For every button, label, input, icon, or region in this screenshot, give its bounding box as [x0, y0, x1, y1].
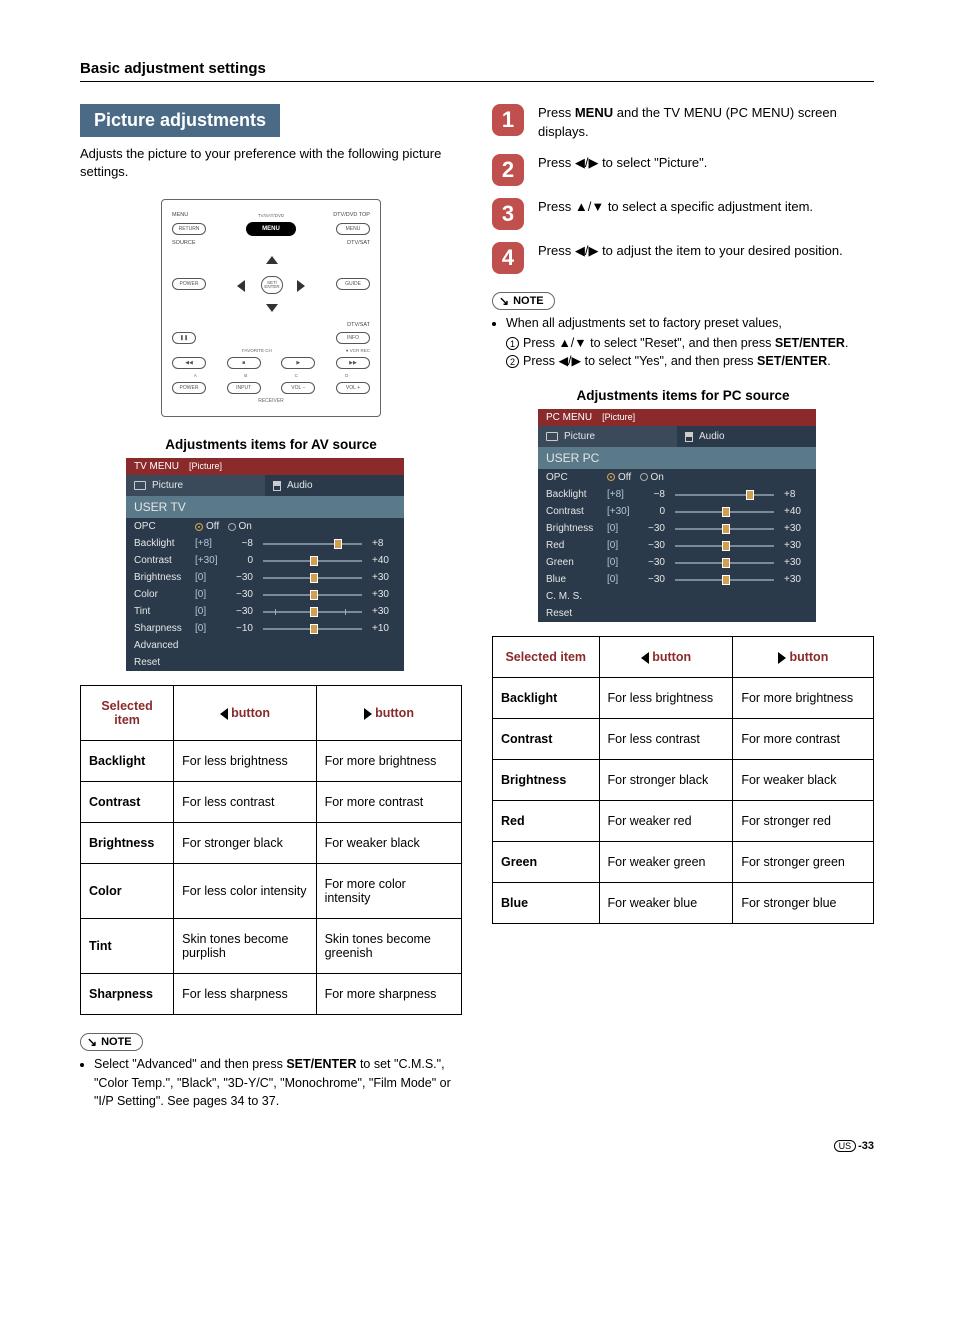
- actions-table-av: Selected item button buttonBacklightFor …: [80, 685, 462, 1015]
- step-number: 3: [492, 198, 524, 230]
- columns: Picture adjustments Adjusts the picture …: [80, 104, 874, 1110]
- table-row: BlueFor weaker blueFor stronger blue: [493, 883, 874, 924]
- r-label-favch: FAVORITE CH: [172, 348, 342, 353]
- note-text-left: Select "Advanced" and then press SET/ENT…: [94, 1057, 451, 1107]
- r-btn-volp: VOL +: [336, 382, 370, 394]
- osd-av: TV MENU[Picture]PictureAudioUSER TVOPCOf…: [126, 458, 416, 671]
- circ-1-icon: 1: [506, 337, 519, 350]
- actions-table-pc: Selected item button buttonBacklightFor …: [492, 636, 874, 924]
- note-body-left: Select "Advanced" and then press SET/ENT…: [80, 1055, 462, 1109]
- steps: 1 Press MENU and the TV MENU (PC MENU) sc…: [492, 104, 874, 274]
- circ-2-icon: 2: [506, 355, 519, 368]
- r-btn-input: INPUT: [227, 382, 261, 394]
- note-label: NOTE: [80, 1033, 143, 1051]
- step-text: Press ◀/▶ to adjust the item to your des…: [538, 242, 843, 261]
- step-number: 1: [492, 104, 524, 136]
- r-btn-power2: POWER: [172, 382, 206, 394]
- note-sub2: Press ◀/▶ to select "Yes", and then pres…: [523, 354, 831, 368]
- osd-pc: PC MENU[Picture]PictureAudioUSER PCOPCOf…: [538, 409, 828, 622]
- note-body-right: When all adjustments set to factory pres…: [492, 314, 874, 370]
- r-label-vcrrec: ● VCR REC: [346, 348, 370, 353]
- table-row: BrightnessFor stronger blackFor weaker b…: [81, 823, 462, 864]
- dpad-down-icon: [266, 304, 278, 312]
- r-btn-return: RETURN: [172, 223, 206, 235]
- table-row: ContrastFor less contrastFor more contra…: [81, 782, 462, 823]
- table-row: SharpnessFor less sharpnessFor more shar…: [81, 974, 462, 1015]
- footer-region: US: [834, 1140, 857, 1152]
- dpad-left-icon: [237, 280, 245, 292]
- dpad-up-icon: [266, 256, 278, 264]
- r-btn-pause: ❚❚: [172, 332, 196, 344]
- r-label-dtvsat: DTV/SAT: [273, 240, 370, 246]
- r-label-dtvdvdtop: DTV/DVD TOP: [307, 212, 370, 218]
- r-label-c: C: [273, 373, 320, 378]
- r-btn-power: POWER: [172, 278, 206, 290]
- table-row: TintSkin tones become purplishSkin tones…: [81, 919, 462, 974]
- r-btn-menu: MENU: [246, 222, 296, 236]
- r-btn-volm: VOL −: [281, 382, 315, 394]
- table-row: BacklightFor less brightnessFor more bri…: [81, 741, 462, 782]
- intro-text: Adjusts the picture to your preference w…: [80, 145, 462, 181]
- remote-diagram: MENU TV/SAT/DVD DTV/DVD TOP RETURN MENU …: [161, 199, 381, 417]
- footer-page: -33: [858, 1140, 874, 1152]
- right-column: 1 Press MENU and the TV MENU (PC MENU) sc…: [492, 104, 874, 1110]
- r-label-d: D: [324, 373, 371, 378]
- r-label-b: B: [223, 373, 270, 378]
- note-line1: When all adjustments set to factory pres…: [506, 316, 782, 330]
- note-sub1: Press ▲/▼ to select "Reset", and then pr…: [523, 336, 848, 350]
- table-row: ContrastFor less contrastFor more contra…: [493, 719, 874, 760]
- r-dpad: SET/ ENTER: [231, 254, 311, 314]
- r-btn-menu2: MENU: [336, 223, 370, 235]
- banner: Picture adjustments: [80, 104, 280, 137]
- table-row: ColorFor less color intensityFor more co…: [81, 864, 462, 919]
- table-row: RedFor weaker redFor stronger red: [493, 801, 874, 842]
- page-footer: US-33: [80, 1140, 874, 1152]
- r-btn-info: INFO: [336, 332, 370, 344]
- step: 1 Press MENU and the TV MENU (PC MENU) sc…: [492, 104, 874, 142]
- r-btn-stop: ■: [227, 357, 261, 369]
- step: 4 Press ◀/▶ to adjust the item to your de…: [492, 242, 874, 274]
- step-text: Press ▲/▼ to select a specific adjustmen…: [538, 198, 813, 217]
- note-label-r: NOTE: [492, 292, 555, 310]
- r-label-dtvsat2: DTV/SAT: [172, 322, 370, 328]
- r-btn-play: ▶: [281, 357, 315, 369]
- r-label-tvsatdvd: TV/SAT/DVD: [239, 213, 302, 218]
- r-label-receiver: RECEIVER: [172, 398, 370, 404]
- pc-adj-heading: Adjustments items for PC source: [492, 388, 874, 403]
- table-row: GreenFor weaker greenFor stronger green: [493, 842, 874, 883]
- r-btn-setenter: SET/ ENTER: [261, 276, 283, 294]
- step: 3 Press ▲/▼ to select a specific adjustme…: [492, 198, 874, 230]
- r-label-a: A: [172, 373, 219, 378]
- step-text: Press ◀/▶ to select "Picture".: [538, 154, 707, 173]
- step: 2 Press ◀/▶ to select "Picture".: [492, 154, 874, 186]
- step-text: Press MENU and the TV MENU (PC MENU) scr…: [538, 104, 874, 142]
- r-btn-rw: ◀◀: [172, 357, 206, 369]
- table-row: BrightnessFor stronger blackFor weaker b…: [493, 760, 874, 801]
- r-label-menu: MENU: [172, 212, 235, 218]
- r-label-source: SOURCE: [172, 240, 269, 246]
- table-row: BacklightFor less brightnessFor more bri…: [493, 678, 874, 719]
- step-number: 4: [492, 242, 524, 274]
- step-number: 2: [492, 154, 524, 186]
- dpad-right-icon: [297, 280, 305, 292]
- section-heading: Basic adjustment settings: [80, 60, 874, 82]
- left-column: Picture adjustments Adjusts the picture …: [80, 104, 462, 1110]
- r-btn-ff: ▶▶: [336, 357, 370, 369]
- r-btn-guide: GUIDE: [336, 278, 370, 290]
- av-adj-heading: Adjustments items for AV source: [80, 437, 462, 452]
